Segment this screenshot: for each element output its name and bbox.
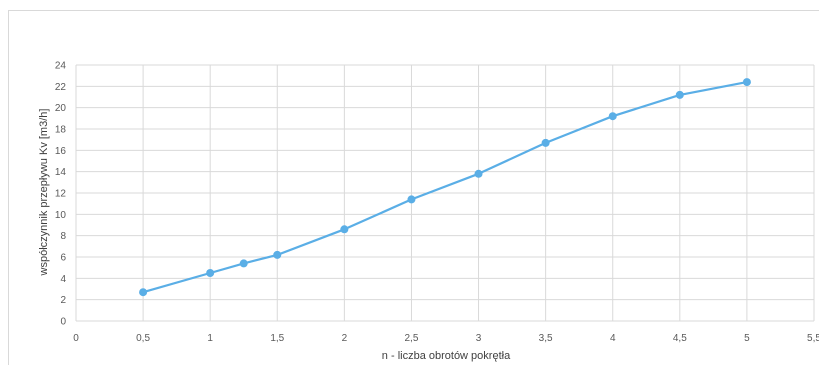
- data-point: [340, 225, 349, 234]
- x-axis-ticks: 0 0,5 1 1,5 2 2,5 3 3,5 4 4,5 5 5,5: [73, 333, 819, 344]
- y-tick-label: 22: [55, 82, 67, 93]
- y-tick-label: 6: [60, 253, 66, 264]
- x-tick-label: 5: [744, 333, 750, 344]
- series-line: [139, 78, 751, 297]
- y-tick-label: 20: [55, 103, 67, 114]
- y-tick-label: 18: [55, 125, 67, 136]
- y-tick-label: 0: [60, 317, 66, 328]
- x-tick-label: 1: [207, 333, 213, 344]
- x-tick-label: 2,5: [405, 333, 419, 344]
- y-tick-label: 2: [60, 295, 66, 306]
- x-tick-label: 0,5: [136, 333, 150, 344]
- data-point: [407, 195, 416, 204]
- data-point: [675, 90, 684, 99]
- x-tick-label: 3: [476, 333, 482, 344]
- x-tick-label: 3,5: [539, 333, 553, 344]
- y-tick-label: 16: [55, 146, 67, 157]
- y-axis-title: współczynnik przepływu Kv [m3/h]: [38, 109, 50, 277]
- y-tick-label: 8: [60, 231, 66, 242]
- y-tick-label: 4: [60, 274, 66, 285]
- y-tick-label: 12: [55, 189, 67, 200]
- grid-lines: [75, 64, 815, 322]
- x-tick-label: 0: [73, 333, 79, 344]
- data-point: [608, 112, 617, 121]
- x-axis-title: n - liczba obrotów pokrętła: [382, 350, 511, 362]
- x-tick-label: 4: [610, 333, 616, 344]
- x-tick-label: 5,5: [807, 333, 819, 344]
- data-point: [206, 269, 215, 277]
- data-point: [474, 169, 483, 178]
- y-tick-label: 10: [55, 210, 67, 221]
- data-point: [139, 288, 148, 297]
- data-point: [239, 259, 248, 268]
- x-tick-label: 1,5: [270, 333, 284, 344]
- y-tick-label: 24: [55, 61, 67, 72]
- x-tick-label: 4,5: [673, 333, 687, 344]
- x-tick-label: 2: [342, 333, 348, 344]
- chart-frame: [8, 10, 819, 365]
- series-path: [142, 80, 749, 294]
- data-point: [742, 78, 751, 87]
- data-point: [273, 250, 282, 259]
- data-point: [541, 138, 550, 147]
- y-tick-label: 14: [55, 167, 67, 178]
